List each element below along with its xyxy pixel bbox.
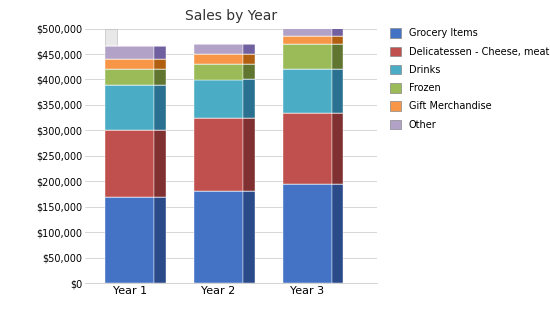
Polygon shape: [332, 44, 343, 69]
Bar: [283, 184, 332, 283]
Bar: [105, 85, 154, 130]
Bar: [283, 44, 332, 69]
Polygon shape: [243, 191, 255, 283]
Polygon shape: [154, 46, 166, 59]
Polygon shape: [243, 80, 255, 118]
Bar: [105, 197, 154, 283]
Polygon shape: [243, 54, 255, 64]
Polygon shape: [154, 197, 166, 283]
Polygon shape: [243, 64, 255, 80]
Legend: Grocery Items, Delicatessen - Cheese, meat, pr, Drinks, Frozen, Gift Merchandise: Grocery Items, Delicatessen - Cheese, me…: [390, 28, 550, 130]
Polygon shape: [243, 118, 255, 191]
Bar: [283, 113, 332, 184]
Title: Sales by Year: Sales by Year: [185, 9, 277, 23]
Polygon shape: [332, 18, 343, 36]
Polygon shape: [154, 59, 166, 69]
Bar: [105, 69, 154, 85]
Bar: [194, 64, 243, 80]
Polygon shape: [332, 36, 343, 44]
Bar: [194, 191, 243, 283]
Polygon shape: [332, 69, 343, 113]
Bar: [283, 36, 332, 44]
Bar: [105, 46, 154, 59]
Polygon shape: [332, 184, 343, 283]
Bar: [105, 130, 154, 197]
Bar: [283, 69, 332, 113]
Polygon shape: [105, 29, 117, 283]
Polygon shape: [243, 44, 255, 54]
Polygon shape: [154, 69, 166, 85]
Bar: [194, 54, 243, 64]
Bar: [105, 59, 154, 69]
Bar: [194, 118, 243, 191]
Bar: [194, 80, 243, 118]
Bar: [283, 18, 332, 36]
Polygon shape: [154, 85, 166, 130]
Bar: [194, 44, 243, 54]
Polygon shape: [332, 113, 343, 184]
Polygon shape: [154, 130, 166, 197]
